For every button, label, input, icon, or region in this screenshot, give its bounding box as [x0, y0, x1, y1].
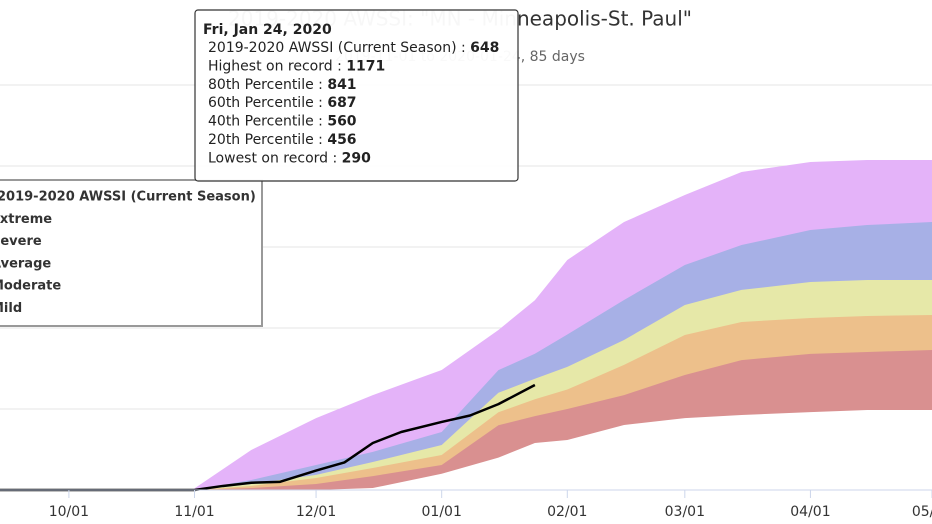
tooltip-value: 841	[327, 77, 356, 93]
x-tick-label: 05/01	[912, 504, 932, 520]
x-tick-label: 11/01	[174, 504, 214, 520]
tooltip-separator: :	[314, 132, 328, 148]
tooltip-value: 1171	[346, 58, 385, 74]
current-season-line	[0, 383, 536, 492]
tooltip-value: 648	[470, 40, 499, 56]
tooltip-row: 2019-2020 AWSSI (Current Season) : 648	[208, 40, 499, 56]
legend-box	[0, 179, 263, 327]
x-tick-label: 10/01	[49, 504, 89, 520]
tooltip-separator: :	[457, 40, 471, 56]
x-tick-label: 03/01	[665, 504, 705, 520]
tooltip-label: 40th Percentile	[208, 114, 314, 130]
legend-label: Mild	[0, 301, 22, 316]
tooltip-row: 40th Percentile : 560	[208, 114, 357, 130]
x-tick-label: 01/01	[422, 504, 462, 520]
tooltip-value: 560	[327, 114, 356, 130]
tooltip-label: 2019-2020 AWSSI (Current Season)	[208, 40, 457, 56]
tooltip-separator: :	[314, 114, 328, 130]
tooltip-value: 687	[327, 95, 356, 111]
legend-label: Moderate	[0, 279, 61, 294]
tooltip-row: Highest on record : 1171	[208, 58, 385, 74]
tooltip-label: 20th Percentile	[208, 132, 314, 148]
tooltip-row: 80th Percentile : 841	[208, 77, 357, 93]
legend: 2019-2020 AWSSI (Current Season) Extreme S…	[0, 179, 263, 327]
tooltip-value: 290	[342, 150, 371, 166]
tooltip-row: Lowest on record : 290	[208, 150, 371, 166]
legend-label: Severe	[0, 234, 42, 249]
tooltip-label: Lowest on record	[208, 150, 328, 166]
tooltip-box	[194, 9, 519, 182]
tooltip-label: 60th Percentile	[208, 95, 314, 111]
x-tick-label: 02/01	[547, 504, 587, 520]
tooltip-separator: :	[314, 95, 328, 111]
tooltip-separator: :	[314, 77, 328, 93]
plot-area: 10/01 11/01 12/01 01/01 02/01 03/01 04/01 05/01	[0, 84, 932, 520]
tooltip-row: 60th Percentile : 687	[208, 95, 357, 111]
tooltip: Fri, Jan 24, 2020 2019-2020 AWSSI (Curre…	[194, 9, 519, 182]
x-tick-label: 04/01	[790, 504, 830, 520]
legend-label: Average	[0, 256, 51, 271]
percentile-area	[194, 409, 932, 490]
legend-label: Extreme	[0, 212, 52, 227]
tooltip-label: Highest on record	[208, 58, 333, 74]
tooltip-separator: :	[333, 58, 347, 74]
tooltip-date: Fri, Jan 24, 2020	[203, 22, 332, 38]
x-tick-label: 12/01	[296, 504, 336, 520]
tooltip-separator: :	[328, 150, 342, 166]
tooltip-value: 456	[327, 132, 356, 148]
tooltip-label: 80th Percentile	[208, 77, 314, 93]
tooltip-row: 20th Percentile : 456	[208, 132, 357, 148]
legend-label: 2019-2020 AWSSI (Current Season)	[0, 190, 256, 205]
